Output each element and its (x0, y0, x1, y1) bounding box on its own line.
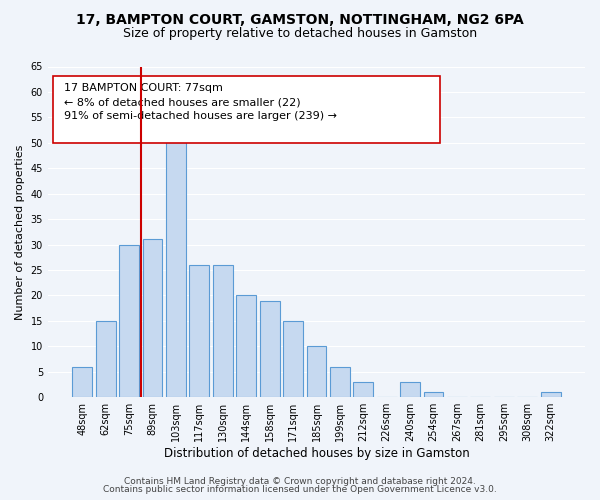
Bar (400, 382, 420, 397)
Text: Contains HM Land Registry data © Crown copyright and database right 2024.: Contains HM Land Registry data © Crown c… (124, 477, 476, 486)
Text: 17, BAMPTON COURT, GAMSTON, NOTTINGHAM, NG2 6PA: 17, BAMPTON COURT, GAMSTON, NOTTINGHAM, … (76, 12, 524, 26)
Text: Contains public sector information licensed under the Open Government Licence v3: Contains public sector information licen… (103, 485, 497, 494)
Text: 17 BAMPTON COURT: 77sqm
← 8% of detached houses are smaller (22)
91% of semi-det: 17 BAMPTON COURT: 77sqm ← 8% of detached… (64, 83, 337, 121)
Bar (119, 244, 139, 397)
Bar (96, 321, 116, 397)
Bar (73, 366, 92, 397)
Bar (166, 138, 186, 397)
Bar (260, 300, 280, 397)
Bar (353, 382, 373, 397)
Bar (283, 321, 303, 397)
FancyBboxPatch shape (53, 76, 440, 142)
Bar (541, 392, 560, 397)
Bar (236, 296, 256, 397)
Bar (143, 240, 163, 397)
Bar (213, 265, 233, 397)
Bar (307, 346, 326, 397)
X-axis label: Distribution of detached houses by size in Gamston: Distribution of detached houses by size … (164, 447, 469, 460)
Bar (330, 366, 350, 397)
Y-axis label: Number of detached properties: Number of detached properties (15, 144, 25, 320)
Bar (424, 392, 443, 397)
Bar (190, 265, 209, 397)
Text: Size of property relative to detached houses in Gamston: Size of property relative to detached ho… (123, 28, 477, 40)
